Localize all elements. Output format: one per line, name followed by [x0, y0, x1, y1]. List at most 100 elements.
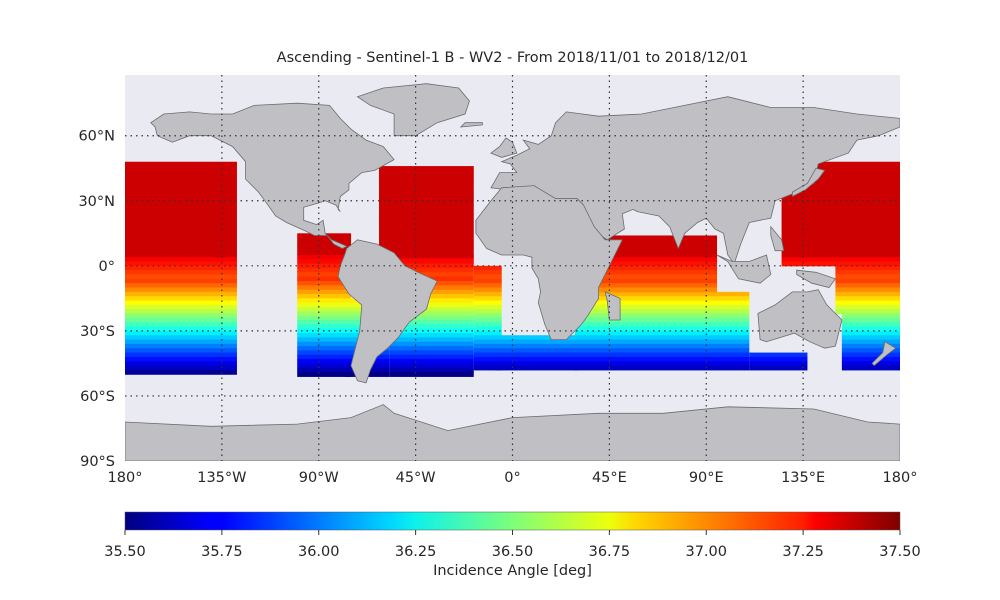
swath-band: [473, 361, 502, 367]
swath-band: [125, 166, 237, 171]
swath-band: [297, 281, 352, 286]
swath-band: [781, 179, 900, 184]
swath-band: [781, 209, 900, 215]
swath-band: [125, 330, 237, 336]
colorbar-tick-label: 37.50: [879, 544, 921, 560]
swath-band: [297, 363, 352, 369]
swath-band: [835, 265, 900, 271]
swath-band: [495, 352, 578, 358]
swath-band: [473, 300, 502, 306]
swath-band: [125, 218, 237, 223]
swath-band: [749, 356, 808, 362]
swath-band: [781, 257, 900, 262]
swath-band: [125, 235, 237, 241]
swath-band: [125, 369, 237, 375]
swath-band: [473, 343, 502, 349]
swath-band: [297, 250, 352, 256]
swath-band: [125, 365, 237, 371]
swath-band: [841, 313, 900, 319]
swath-band: [297, 276, 352, 282]
swath-band: [473, 352, 502, 358]
swath-band: [574, 326, 750, 332]
swath-band: [495, 343, 578, 349]
swath-band: [574, 296, 750, 302]
swath-band: [841, 326, 900, 332]
swath-band: [835, 287, 900, 293]
swath-band: [473, 270, 502, 276]
swath-band: [389, 337, 474, 343]
swath-band: [125, 174, 237, 180]
longitude-tick-label: 45°E: [592, 470, 627, 486]
swath-band: [598, 265, 718, 271]
swath-band: [125, 209, 237, 215]
swath-band: [125, 179, 237, 184]
swath-band: [781, 226, 900, 232]
swath-band: [297, 337, 352, 343]
colorbar-tick-label: 36.75: [589, 544, 631, 560]
swath-band: [297, 285, 352, 291]
longitude-tick-label: 135°E: [781, 470, 825, 486]
latitude-tick-label: 30°S: [80, 324, 115, 340]
swath-band: [379, 231, 474, 236]
swath-band: [379, 235, 474, 241]
swath-band: [781, 183, 900, 189]
swath-band: [125, 183, 237, 189]
swath-band: [125, 283, 237, 289]
swath-band: [574, 365, 750, 371]
latitude-labels: 60°N 30°N 0° 30°S 60°S 90°S: [78, 129, 115, 470]
swath-band: [495, 335, 578, 341]
swath-band: [125, 278, 237, 284]
swath-band: [598, 278, 718, 284]
colorbar-tick-label: 36.00: [298, 544, 340, 560]
swath-band: [598, 283, 718, 289]
swath-band: [125, 244, 237, 249]
swath-band: [389, 346, 474, 351]
swath-band: [125, 339, 237, 345]
swath-band: [841, 339, 900, 345]
swath-band: [473, 296, 502, 302]
swath-band: [574, 322, 750, 328]
swath-band: [389, 302, 474, 308]
swath-band: [574, 313, 750, 319]
swath-band: [781, 222, 900, 228]
swath-band: [297, 324, 352, 330]
swath-band: [297, 241, 352, 247]
colorbar-tick-label: 36.25: [395, 544, 437, 560]
swath-band: [835, 309, 900, 315]
swath-band: [598, 248, 718, 254]
swath-band: [574, 291, 750, 297]
swath-band: [473, 317, 502, 323]
longitude-labels: 180° 135°W 90°W 45°W 0° 45°E 90°E 135°E 180°: [108, 470, 918, 486]
swath-band: [473, 283, 502, 289]
swath-band: [389, 294, 474, 299]
swath-band: [297, 259, 352, 265]
swath-band: [473, 265, 502, 271]
swath-band: [473, 278, 502, 284]
longitude-tick-label: 180°: [108, 470, 143, 486]
swath-band: [125, 213, 237, 219]
swath-band: [835, 296, 900, 302]
swath-band: [125, 287, 237, 293]
swath-band: [125, 252, 237, 258]
swath-band: [125, 335, 237, 341]
swath-band: [125, 322, 237, 328]
swath-band: [125, 161, 237, 167]
swath-band: [574, 356, 750, 362]
swath-band: [835, 291, 900, 297]
swath-band: [297, 268, 352, 273]
swath-band: [574, 304, 750, 310]
colorbar-gradient: [124, 511, 901, 531]
swath-band: [781, 170, 900, 176]
swath-band: [841, 361, 900, 367]
swath-band: [379, 222, 474, 228]
swath-band: [125, 200, 237, 206]
longitude-tick-label: 90°E: [689, 470, 724, 486]
swath-band: [598, 252, 718, 258]
swath-band: [379, 187, 474, 193]
swath-band: [125, 270, 237, 276]
swath-band: [125, 317, 237, 323]
swath-band: [297, 341, 352, 347]
colorbar-ticks: 35.50 35.75 36.00 36.25 36.50 36.75 37.00 37.25…: [104, 530, 921, 560]
swath-band: [379, 252, 474, 258]
